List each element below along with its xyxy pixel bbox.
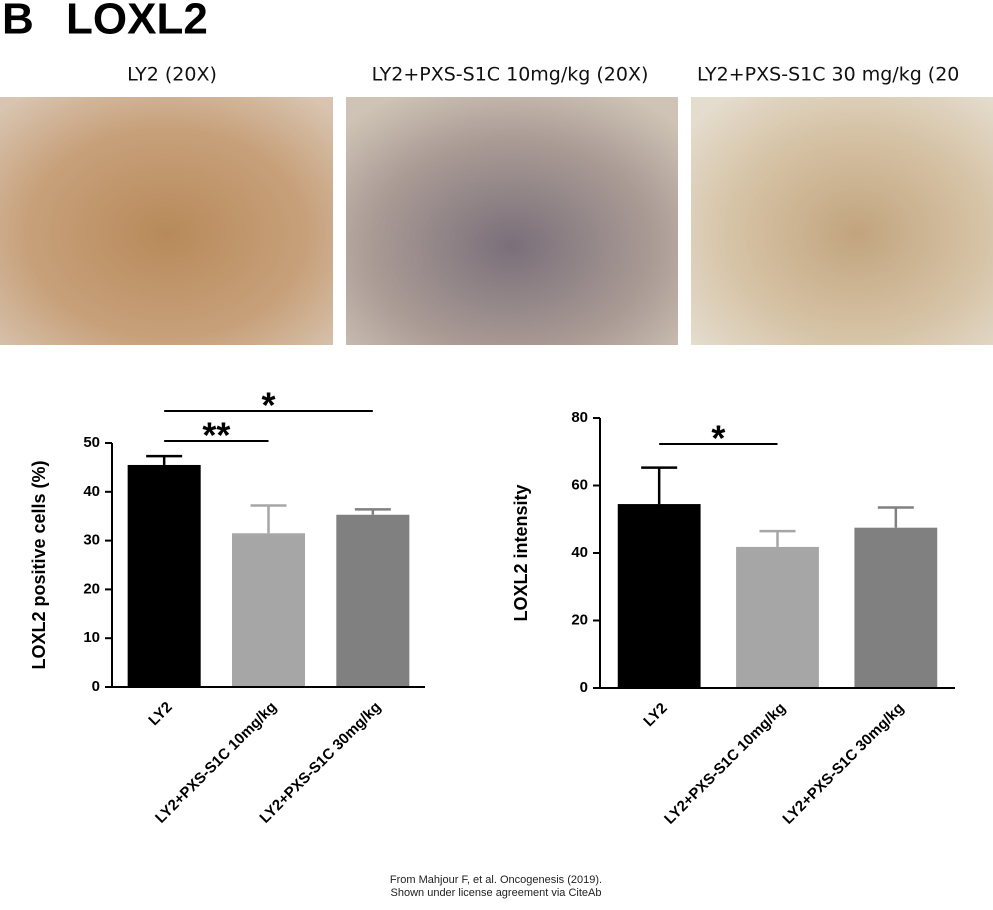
y-tick-label: 10 (83, 629, 100, 646)
bar (127, 464, 201, 687)
image-caption: LY2+PXS-S1C 30 mg/kg (20 (697, 64, 959, 86)
bar (617, 504, 701, 688)
credit: Shown under license agreement via CiteAb (391, 887, 602, 899)
micrograph (0, 97, 333, 345)
x-tick-label: LY2+PXS-S1C 10mg/kg (152, 699, 280, 827)
significance-label: ** (202, 415, 230, 456)
y-tick-label: 40 (571, 544, 588, 561)
bar (336, 514, 410, 687)
x-tick-label: LY2+PXS-S1C 30mg/kg (256, 699, 384, 827)
bar (231, 533, 306, 687)
credit: From Mahjour F, et al. Oncogenesis (2019… (390, 874, 602, 886)
y-tick-label: 80 (571, 409, 588, 426)
significance-label: * (711, 418, 725, 459)
panel-title: LOXL2 (66, 0, 208, 44)
y-tick-label: 20 (83, 580, 100, 597)
y-tick-label: 20 (571, 611, 588, 628)
y-tick-label: 40 (83, 483, 100, 500)
y-tick-label: 30 (83, 532, 100, 549)
y-tick-label: 0 (92, 678, 100, 695)
x-tick-label: LY2 (145, 699, 176, 730)
micrograph (346, 97, 678, 345)
y-tick-label: 60 (571, 476, 588, 493)
image-caption: LY2+PXS-S1C 10mg/kg (20X) (372, 64, 649, 86)
y-tick-label: 50 (83, 434, 100, 451)
micrograph (691, 97, 993, 345)
x-tick-label: LY2+PXS-S1C 10mg/kg (661, 700, 789, 828)
panel-label: B (2, 0, 34, 44)
significance-label: * (261, 385, 275, 426)
x-tick-label: LY2 (640, 700, 671, 731)
y-tick-label: 0 (580, 679, 588, 696)
y-axis-label: LOXL2 positive cells (%) (29, 460, 49, 669)
y-axis-label: LOXL2 intensity (511, 484, 531, 621)
x-tick-label: LY2+PXS-S1C 30mg/kg (779, 700, 907, 828)
bar (736, 546, 819, 688)
image-caption: LY2 (20X) (127, 64, 217, 86)
bar (854, 527, 938, 688)
